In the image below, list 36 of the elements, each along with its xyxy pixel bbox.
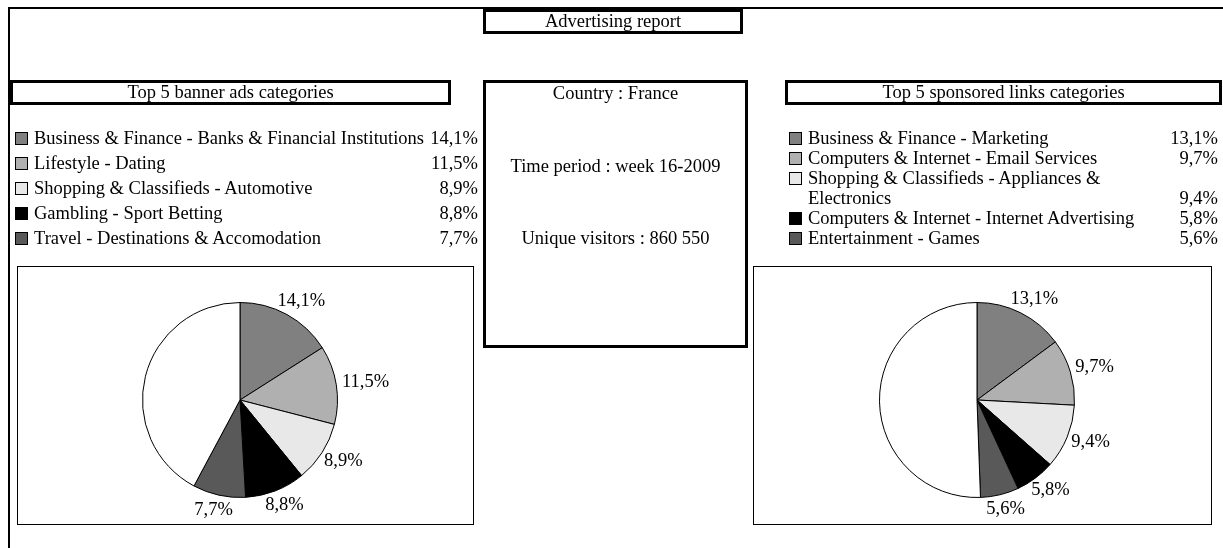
legend-label: Computers & Internet - Email Services <box>808 148 1099 168</box>
text: 5,6% <box>1179 228 1218 248</box>
data-label: 14,1% <box>277 290 326 311</box>
chart-title: Top 5 sponsored links categories <box>785 80 1222 105</box>
legend-label: Shopping & Classifieds - Automotive <box>34 178 314 198</box>
text: 5,8% <box>1179 208 1218 228</box>
text: Advertising report <box>483 9 743 34</box>
text: 9,4% <box>1179 188 1218 208</box>
legend-label: Business & Finance - Marketing <box>808 128 1050 148</box>
legend-label: Travel - Destinations & Accomodation <box>34 228 323 248</box>
data-label: 13,1% <box>1010 288 1059 309</box>
text: 9,7% <box>1179 148 1218 168</box>
text: 14,1% <box>430 128 478 148</box>
text: 8,9% <box>439 178 478 198</box>
legend-label: Computers & Internet - Internet Advertising <box>808 208 1136 228</box>
text: 7,7% <box>439 228 478 248</box>
data-label: 7,7% <box>194 498 233 519</box>
text: 11,5% <box>430 153 478 173</box>
data-label: 9,7% <box>1075 356 1114 377</box>
data-label: 5,6% <box>986 498 1025 519</box>
legend-label: Shopping & Classifieds - Appliances & Electronics <box>808 168 1102 208</box>
data-label: 11,5% <box>341 371 390 392</box>
legend-label: Lifestyle - Dating <box>34 153 167 173</box>
data-label: 8,9% <box>324 449 363 470</box>
text: 13,1% <box>1170 128 1218 148</box>
text: Unique visitors : 860 550 <box>520 228 711 248</box>
text: Time period : week 16-2009 <box>509 155 722 176</box>
chart-title: Top 5 banner ads categories <box>10 80 451 105</box>
legend-label: Business & Finance - Banks & Financial Institutions <box>34 128 426 148</box>
legend-label: Entertainment - Games <box>808 228 981 248</box>
text: 8,8% <box>439 203 478 223</box>
data-label: 9,4% <box>1071 431 1110 452</box>
data-label: 5,8% <box>1031 479 1070 500</box>
text: Country : France <box>551 83 680 103</box>
data-label: 8,8% <box>265 493 304 514</box>
legend-label: Gambling - Sport Betting <box>34 203 224 223</box>
